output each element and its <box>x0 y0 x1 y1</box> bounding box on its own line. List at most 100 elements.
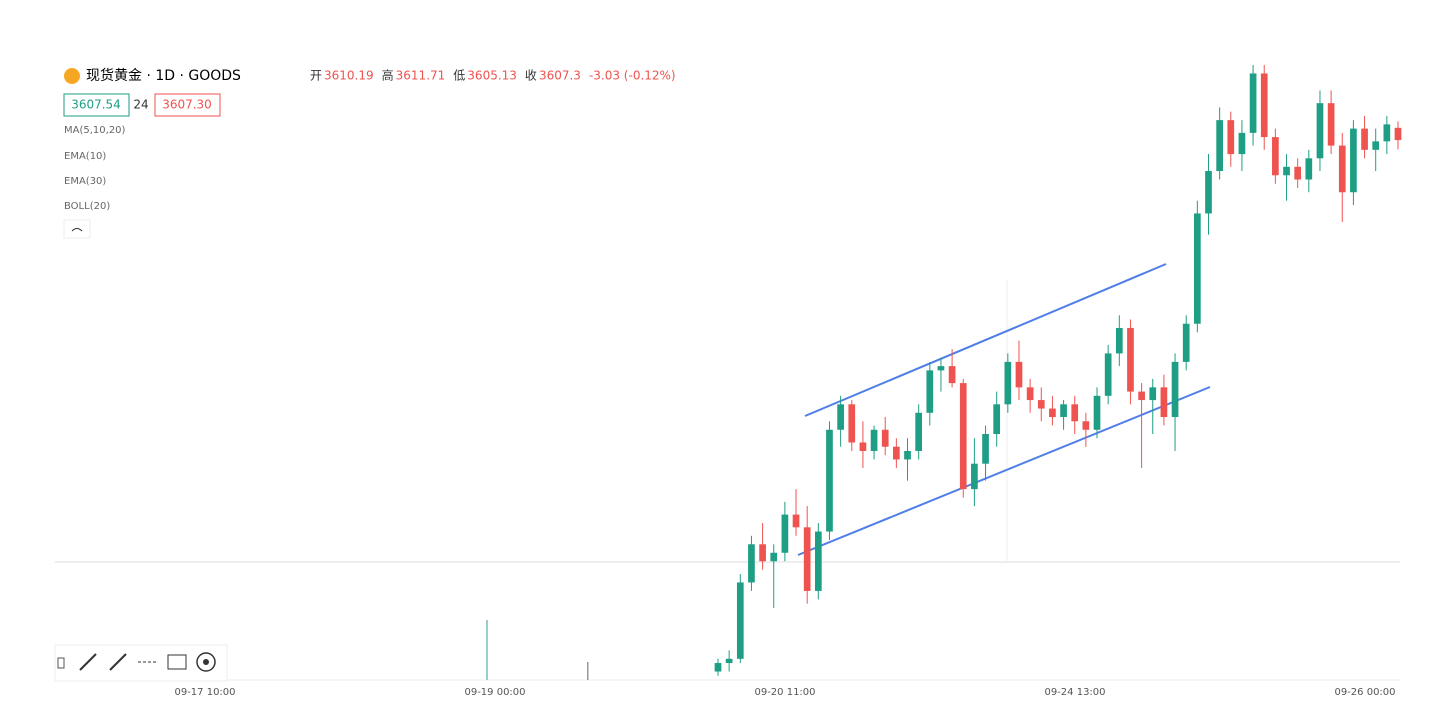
candle-body <box>1182 323 1190 362</box>
ohlc-label: 收 <box>525 69 537 83</box>
candle-body <box>1372 141 1380 150</box>
candle-body <box>814 531 822 591</box>
candle-body <box>1338 145 1346 193</box>
candle-body <box>1361 128 1368 150</box>
candle-body <box>1260 73 1268 138</box>
indicator[interactable]: EMA(10) <box>64 151 106 162</box>
ohlc-value: 3605.13 <box>467 69 517 83</box>
candle-body <box>1383 124 1391 142</box>
tool-text[interactable] <box>167 654 187 670</box>
x-tick-label: 09-19 00:00 <box>464 687 525 698</box>
candle-body <box>937 366 945 371</box>
candle-body <box>926 370 934 413</box>
candle-body <box>1205 171 1212 214</box>
candle-body <box>1216 120 1223 172</box>
indicator[interactable]: EMA(30) <box>64 176 106 187</box>
tool-magnet-dot <box>203 659 209 665</box>
candle-body <box>859 442 867 451</box>
ask-box[interactable] <box>154 93 221 117</box>
bid[interactable]: 3607.54 <box>71 98 121 112</box>
symbol-icon <box>64 68 80 84</box>
candle-body <box>948 366 956 384</box>
candle-body <box>792 514 800 528</box>
candle-body <box>1294 166 1302 180</box>
tool-ray[interactable] <box>109 653 127 671</box>
x-tick-label: 09-17 10:00 <box>174 687 235 698</box>
bid-box[interactable] <box>63 93 130 117</box>
candle-body <box>904 450 911 460</box>
tool-select[interactable] <box>57 657 65 669</box>
candle-body <box>1060 404 1067 418</box>
candle-body <box>1049 408 1056 418</box>
symbol: 现货黄金 · 1D · GOODS <box>86 67 241 84</box>
candle-body <box>881 429 889 447</box>
indicator[interactable]: BOLL(20) <box>64 201 110 212</box>
change: -3.03 (-0.12%) <box>589 69 676 83</box>
candle-body <box>848 404 856 443</box>
ohlc-value: 3607.3 <box>539 69 581 83</box>
candle-body <box>803 527 811 591</box>
toolbar <box>54 644 228 682</box>
candle-body <box>1316 103 1324 159</box>
candle-body <box>770 552 778 562</box>
tool-line[interactable] <box>79 653 97 671</box>
header-bg <box>55 62 303 88</box>
candle-body <box>781 514 789 553</box>
candle-body <box>837 404 844 430</box>
ohlc-value: 3611.71 <box>396 69 446 83</box>
candles <box>714 65 1402 676</box>
candle-body <box>1138 391 1145 401</box>
candle-body <box>1071 404 1079 422</box>
candle-body <box>993 404 1001 434</box>
candle-body <box>1093 395 1101 430</box>
ohlc-label: 低 <box>453 69 465 83</box>
x-tick-label: 09-24 13:00 <box>1044 687 1105 698</box>
candle-body <box>1194 213 1201 324</box>
candle-body <box>725 658 733 664</box>
candle-body <box>1037 400 1045 409</box>
candle-body <box>714 663 722 672</box>
candle-body <box>1249 73 1257 133</box>
volume-bar <box>587 662 589 680</box>
candle-body <box>826 429 833 532</box>
indicator[interactable]: MA(5,10,20) <box>64 125 126 136</box>
spread: 24 <box>133 98 148 112</box>
collapse-icon <box>71 228 83 232</box>
candle-body <box>1127 327 1134 392</box>
candle-body <box>1238 132 1246 155</box>
candle-body <box>1305 158 1313 180</box>
ohlc-header: 开 3610.19 高 3611.71 低 3605.13 收 3607.3 -3.03 (-0… <box>310 68 676 83</box>
volume-bar <box>486 620 488 680</box>
trend-line <box>804 263 1167 417</box>
trend-line <box>797 386 1211 556</box>
candle-body <box>1272 137 1279 176</box>
x-tick-label: 09-26 00:00 <box>1334 687 1395 698</box>
candle-body <box>1283 166 1290 176</box>
candle-body <box>971 463 978 490</box>
candle-body <box>1026 387 1034 401</box>
candle-body <box>1104 353 1112 396</box>
candle-body <box>982 434 989 464</box>
candle-body <box>1171 361 1179 418</box>
candle-body <box>759 544 766 562</box>
candle-body <box>1082 421 1090 430</box>
candle-body <box>748 544 755 583</box>
candle-body <box>1149 387 1157 401</box>
candle-body <box>915 412 922 451</box>
candle-body <box>893 446 900 460</box>
candle-body <box>736 582 744 659</box>
candle-body <box>870 429 878 451</box>
ohlc-label: 高 <box>382 68 394 83</box>
candle-body <box>1004 361 1012 405</box>
ask[interactable]: 3607.30 <box>162 98 212 112</box>
candle-body <box>1160 387 1168 418</box>
candle-body <box>959 383 967 490</box>
candle-body <box>1115 327 1123 354</box>
candle-body <box>1394 127 1402 141</box>
tool-magnet[interactable] <box>196 652 216 672</box>
candle-body <box>1227 120 1235 155</box>
x-tick-label: 09-20 11:00 <box>754 687 815 698</box>
ohlc-value: 3610.19 <box>324 69 374 83</box>
candle-body <box>1350 128 1357 193</box>
